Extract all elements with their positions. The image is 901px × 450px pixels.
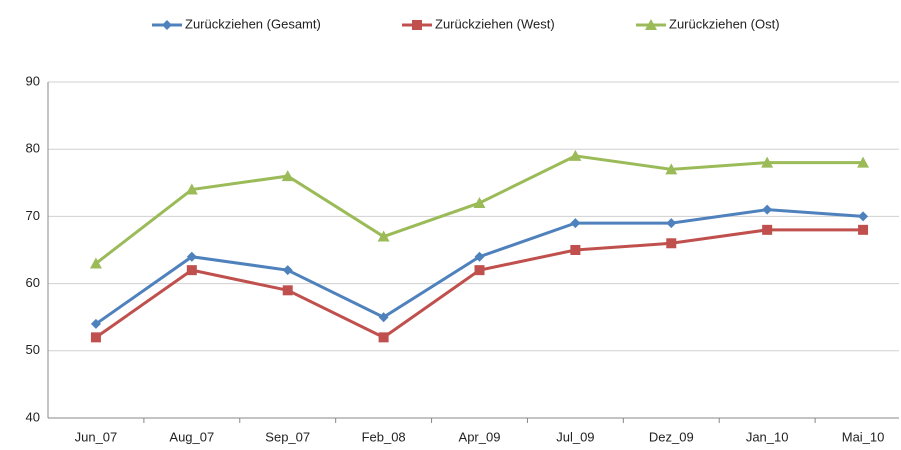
- data-point: [89, 257, 102, 269]
- legend-marker: [645, 19, 657, 30]
- y-tick-label: 90: [26, 73, 40, 88]
- data-point: [282, 265, 293, 276]
- data-point: [473, 196, 486, 208]
- data-point: [474, 265, 485, 276]
- x-tick-label: Dez_09: [649, 429, 694, 444]
- x-tick-label: Apr_09: [459, 429, 501, 444]
- data-point: [281, 170, 294, 182]
- data-point: [90, 318, 101, 329]
- x-tick-label: Aug_07: [169, 429, 214, 444]
- legend-marker: [412, 20, 422, 30]
- x-tick-label: Mai_10: [842, 429, 885, 444]
- x-tick-label: Jul_09: [556, 429, 594, 444]
- x-tick-label: Jun_07: [75, 429, 118, 444]
- series-line: [95, 154, 864, 265]
- data-point: [569, 149, 582, 161]
- data-point: [474, 251, 485, 262]
- data-point: [378, 332, 389, 343]
- data-point: [666, 218, 677, 229]
- data-point: [762, 224, 773, 235]
- y-tick-label: 60: [26, 275, 40, 290]
- x-tick-label: Feb_08: [362, 429, 406, 444]
- data-point: [665, 163, 678, 175]
- y-tick-label: 50: [26, 342, 40, 357]
- data-point: [378, 312, 389, 323]
- data-point: [666, 238, 677, 249]
- y-tick-label: 70: [26, 208, 40, 223]
- data-point: [858, 211, 869, 222]
- data-point: [186, 265, 197, 276]
- y-tick-label: 80: [26, 141, 40, 156]
- data-point: [186, 251, 197, 262]
- legend-label: Zurückziehen (Ost): [669, 16, 780, 31]
- legend-marker: [162, 20, 172, 30]
- data-point: [185, 183, 198, 195]
- data-point: [90, 332, 101, 343]
- x-tick-label: Jan_10: [746, 429, 789, 444]
- x-tick-label: Sep_07: [265, 429, 310, 444]
- y-tick-label: 40: [26, 409, 40, 424]
- legend-label: Zurückziehen (Gesamt): [185, 16, 321, 31]
- data-point: [858, 224, 869, 235]
- data-point: [377, 230, 390, 242]
- data-point: [570, 245, 581, 255]
- data-point: [282, 285, 293, 296]
- data-point: [570, 218, 581, 229]
- legend-label: Zurückziehen (West): [435, 16, 555, 31]
- data-point: [761, 156, 774, 168]
- data-point: [762, 204, 773, 215]
- data-point: [857, 156, 870, 168]
